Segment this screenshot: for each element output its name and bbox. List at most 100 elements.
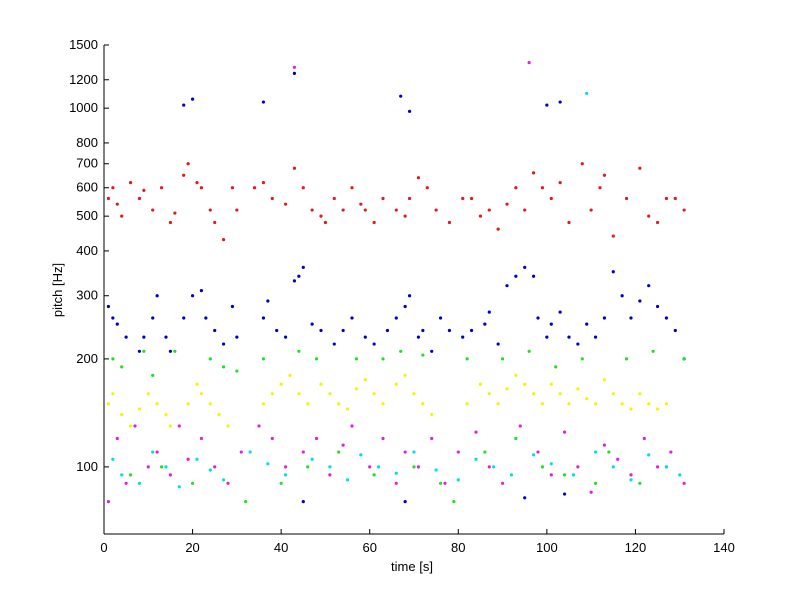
data-point [221, 365, 226, 369]
data-point [208, 468, 212, 472]
data-point [483, 322, 487, 326]
data-point [146, 392, 150, 396]
data-point [151, 450, 155, 454]
data-point [465, 402, 469, 406]
data-point [487, 208, 491, 212]
data-point [275, 328, 279, 333]
data-point [545, 335, 549, 339]
data-point [279, 481, 283, 485]
data-point [549, 382, 553, 386]
data-point [465, 357, 469, 361]
data-point [562, 430, 567, 434]
data-point [664, 316, 669, 320]
data-point [585, 322, 589, 326]
data-point [115, 322, 119, 326]
x-axis-label: time [s] [391, 559, 433, 574]
data-point [651, 349, 655, 353]
data-point [261, 181, 266, 185]
data-point [155, 294, 159, 298]
data-point [266, 299, 270, 303]
x-tick-label: 120 [625, 540, 647, 555]
data-point [257, 424, 261, 428]
data-point [306, 465, 310, 469]
data-point [261, 402, 266, 406]
data-point [678, 473, 682, 477]
data-point [602, 378, 607, 382]
data-point [580, 357, 584, 361]
data-point [301, 265, 305, 269]
data-point [549, 462, 553, 466]
data-point [168, 424, 173, 428]
data-point [558, 100, 562, 104]
y-tick-label: 500 [76, 208, 98, 223]
data-point [292, 166, 297, 170]
data-point [301, 450, 305, 454]
data-point [279, 382, 283, 386]
data-point [137, 196, 142, 201]
data-point [314, 436, 319, 441]
data-point [593, 450, 598, 454]
data-point [252, 186, 257, 190]
data-point [438, 316, 443, 320]
x-tick-label: 140 [713, 540, 735, 555]
data-point [142, 349, 146, 353]
data-point [221, 342, 226, 346]
data-point [496, 402, 500, 406]
data-point [514, 186, 518, 190]
data-point [270, 436, 274, 441]
data-point [523, 265, 527, 269]
data-point [611, 465, 615, 469]
x-tick-label: 40 [274, 540, 288, 555]
data-point [469, 196, 474, 201]
data-point [403, 450, 407, 454]
data-point [120, 214, 124, 218]
data-point [235, 369, 239, 373]
data-point [381, 196, 385, 201]
series-2 [106, 373, 669, 428]
data-point [363, 335, 367, 339]
data-point [558, 310, 562, 314]
data-point [199, 436, 204, 441]
data-point [682, 208, 686, 212]
data-point [593, 481, 598, 485]
data-point [106, 196, 111, 201]
data-point [292, 65, 297, 69]
data-point [199, 186, 204, 190]
data-point [297, 274, 301, 278]
data-point [629, 478, 633, 482]
data-point [332, 342, 336, 346]
data-point [328, 473, 332, 477]
data-point [151, 208, 155, 212]
data-point [266, 462, 270, 466]
y-tick-label: 1200 [69, 72, 98, 87]
data-point [576, 342, 580, 346]
data-point [283, 202, 288, 206]
data-point [146, 465, 150, 469]
data-point [306, 402, 310, 406]
data-point [620, 294, 624, 298]
data-point [128, 424, 133, 428]
data-point [549, 322, 553, 326]
data-point [430, 412, 434, 417]
data-point [190, 294, 195, 298]
data-point [323, 220, 328, 225]
data-point [403, 214, 407, 218]
data-point [416, 335, 421, 339]
data-point [505, 284, 509, 288]
data-point [106, 500, 111, 504]
data-point [345, 478, 350, 482]
data-point [399, 349, 403, 353]
data-point [199, 289, 204, 293]
data-point [190, 481, 195, 485]
data-point [235, 208, 239, 212]
data-point [593, 402, 598, 406]
data-point [638, 299, 642, 303]
data-point [310, 322, 314, 326]
x-tick-label: 60 [362, 540, 376, 555]
data-point [341, 443, 345, 447]
data-point [120, 412, 124, 417]
data-point [412, 392, 416, 396]
data-point [647, 214, 651, 218]
data-point [217, 412, 221, 417]
data-point [319, 214, 323, 218]
